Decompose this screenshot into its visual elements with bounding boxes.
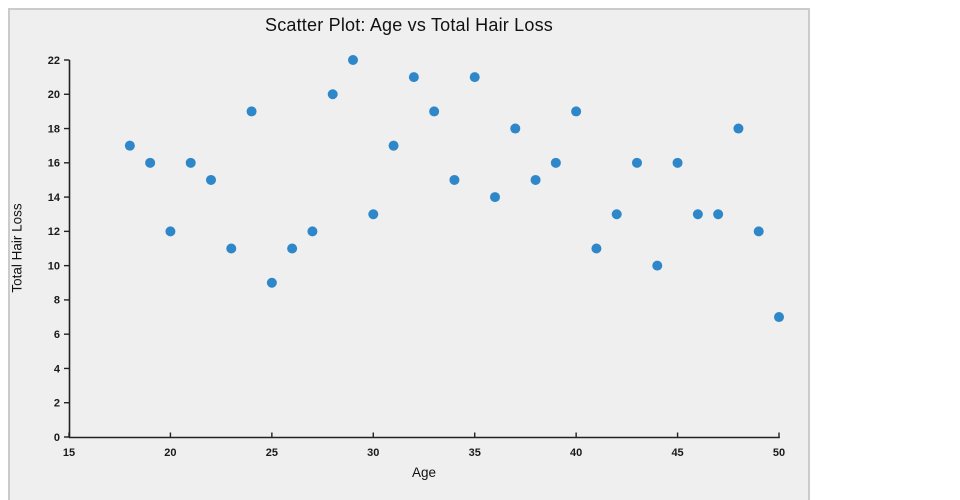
data-point (408, 72, 419, 83)
data-point (632, 157, 642, 168)
data-point (287, 243, 298, 254)
data-point (530, 174, 541, 185)
y-tick-label: 10 (48, 260, 60, 272)
chart-title: Scatter Plot: Age vs Total Hair Loss (264, 15, 553, 35)
data-point (591, 243, 602, 254)
y-axis-label: Total Hair Loss (9, 203, 25, 293)
y-tick-label: 22 (48, 55, 60, 67)
data-point (753, 226, 764, 237)
x-tick-label: 35 (469, 447, 481, 459)
data-point (348, 55, 358, 65)
y-tick-label: 20 (48, 89, 60, 101)
data-point (185, 157, 196, 168)
data-point (449, 174, 460, 185)
y-tick-label: 6 (54, 329, 60, 341)
data-point (672, 157, 683, 168)
x-tick-label: 20 (164, 447, 176, 459)
x-tick-label: 50 (773, 447, 785, 459)
data-point (226, 243, 237, 254)
x-tick-label: 25 (266, 447, 278, 459)
data-point (307, 226, 318, 237)
y-tick-label: 4 (54, 363, 61, 375)
x-tick-label: 45 (671, 447, 683, 459)
data-point (327, 89, 338, 100)
data-point (206, 174, 216, 185)
data-point (571, 106, 582, 117)
data-point (611, 209, 622, 220)
data-point (550, 157, 561, 168)
data-point (165, 226, 176, 237)
data-point (774, 312, 784, 323)
y-tick-label: 8 (54, 295, 60, 307)
data-point (368, 209, 379, 220)
data-point (266, 277, 277, 288)
x-tick-label: 15 (63, 447, 75, 459)
data-point (652, 260, 663, 271)
data-point (733, 123, 744, 134)
data-point (124, 140, 135, 151)
y-tick-label: 12 (48, 226, 60, 238)
data-point (510, 123, 521, 134)
data-point (145, 157, 156, 168)
y-tick-label: 16 (48, 158, 60, 170)
x-axis-label: Age (411, 465, 437, 480)
y-tick-label: 14 (48, 192, 61, 204)
x-tick-label: 30 (367, 447, 379, 459)
data-point (388, 140, 399, 151)
y-tick-label: 18 (48, 123, 60, 135)
data-point (429, 106, 440, 117)
data-point (692, 209, 703, 220)
y-tick-label: 0 (54, 432, 60, 444)
x-tick-label: 40 (570, 447, 582, 459)
data-point (246, 106, 257, 117)
plot-background (8, 8, 810, 500)
data-point (490, 192, 500, 203)
y-tick-label: 2 (54, 398, 60, 410)
data-point (713, 209, 724, 220)
data-point (469, 72, 480, 83)
